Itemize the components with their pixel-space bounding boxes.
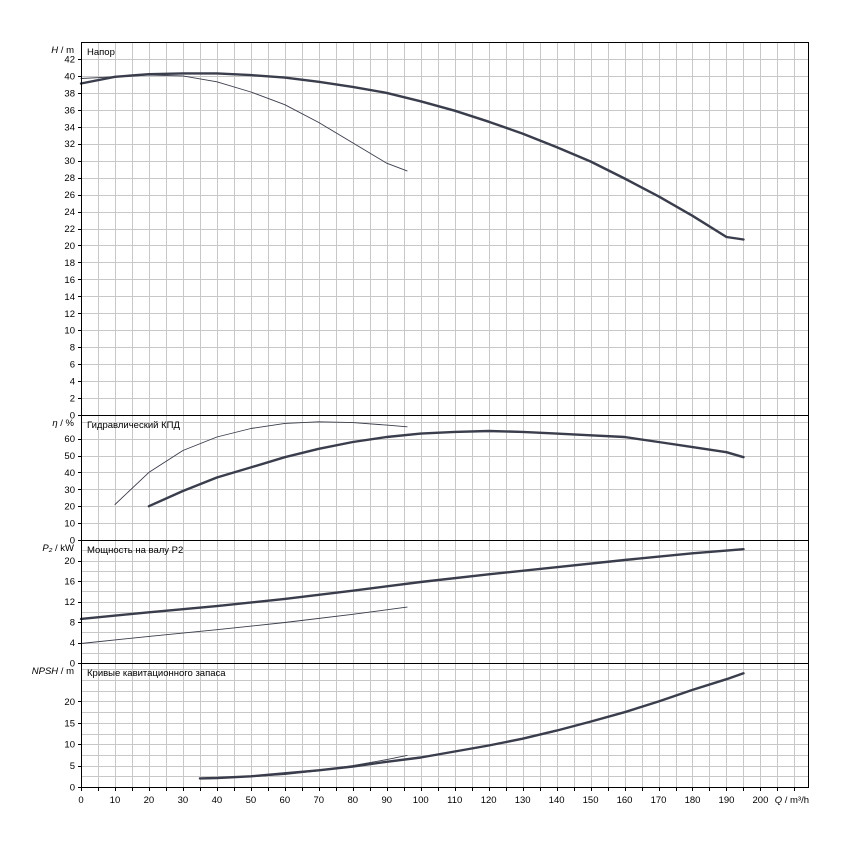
x-tick-label: 10 <box>110 795 121 806</box>
x-tick-label: 170 <box>651 795 667 806</box>
x-tick-label: 0 <box>78 795 83 806</box>
y-tick-label: 42 <box>64 54 75 65</box>
x-tick-label: 140 <box>549 795 565 806</box>
y-tick-label: 30 <box>64 156 75 167</box>
y-tick-label: 60 <box>64 434 75 445</box>
x-tick-label: 60 <box>280 795 291 806</box>
y-tick-label: 24 <box>64 207 75 218</box>
y-tick-label: 16 <box>64 577 75 588</box>
x-tick-label: 50 <box>246 795 257 806</box>
y-tick-label: 20 <box>64 241 75 252</box>
x-axis-unit: / m³/h <box>782 795 809 806</box>
y-tick-label: 4 <box>70 377 75 388</box>
y-tick-label: 6 <box>70 360 75 371</box>
y-tick-label: 50 <box>64 451 75 462</box>
y-tick-label: 14 <box>64 292 75 303</box>
series-line-npsh-thin <box>199 754 408 780</box>
x-axis-label: Q / m³/h <box>775 795 809 806</box>
x-tick-label: 110 <box>447 795 462 806</box>
y-tick-label: 12 <box>64 309 75 320</box>
x-tick-label: 160 <box>617 795 633 806</box>
x-tick-label: 180 <box>685 795 701 806</box>
y-axis-label-npsh: NPSH / m <box>32 666 74 677</box>
panel-title-npsh: Кривые кавитационного запаса <box>87 668 226 679</box>
panel-title-head: Напор <box>87 47 115 58</box>
panel-title-power: Мощность на валу P2 <box>87 545 183 556</box>
y-axis-unit: / m <box>58 666 74 677</box>
series-line-efficiency-thin <box>114 421 408 505</box>
series-line-power-thick <box>79 548 745 621</box>
y-tick-label: 20 <box>64 697 75 708</box>
series-line-head-thin <box>80 74 408 172</box>
y-tick-label: 34 <box>64 122 75 133</box>
panel-head: 024681012141618202224262830323436384042H… <box>51 45 808 422</box>
x-tick-label: 190 <box>719 795 735 806</box>
y-axis-symbol: NPSH <box>32 666 59 677</box>
y-tick-label: 20 <box>64 502 75 513</box>
y-tick-label: 20 <box>64 556 75 567</box>
x-axis-symbol: Q <box>775 795 783 806</box>
y-axis-label-power: P₂ / kW <box>42 543 74 554</box>
series-line-npsh-thick <box>198 672 745 780</box>
y-tick-label: 4 <box>70 638 75 649</box>
panel-efficiency: 0 10 20 30 40 50 60 η / % Гидравлический КПД <box>52 418 808 547</box>
y-tick-label: 8 <box>70 343 75 354</box>
y-tick-label: 0 <box>70 659 75 670</box>
y-tick-label: 18 <box>64 258 75 269</box>
x-tick-label: 150 <box>583 795 599 806</box>
panel-npsh: 0 5 10 15 20 NPSH / m Кривые кавитационного за… <box>32 666 808 794</box>
y-tick-label: 30 <box>64 485 75 496</box>
y-tick-label: 10 <box>64 519 75 530</box>
y-tick-label: 28 <box>64 173 75 184</box>
y-axis-unit: / m <box>58 45 74 56</box>
x-tick-label: 70 <box>314 795 325 806</box>
y-axis-label-efficiency: η / % <box>52 418 74 429</box>
y-tick-label: 0 <box>70 783 75 794</box>
panel-power: 0 4 8 12 16 20 P₂ / kW Мощность на валу P2 <box>42 543 808 670</box>
y-axis-label-head: H / m <box>51 45 74 56</box>
x-axis: 0 10 20 30 40 50 60 70 80 90 100 110 120 130 140 150 160… <box>78 787 809 806</box>
y-tick-label: 12 <box>64 597 75 608</box>
y-tick-label: 16 <box>64 275 75 286</box>
x-tick-label: 90 <box>381 795 392 806</box>
y-axis-unit: / kW <box>52 543 74 554</box>
y-tick-label: 5 <box>70 761 75 772</box>
x-tick-label: 30 <box>178 795 189 806</box>
y-tick-label: 26 <box>64 190 75 201</box>
y-tick-label: 15 <box>64 718 75 729</box>
y-tick-label: 40 <box>64 71 75 82</box>
x-tick-label: 130 <box>515 795 531 806</box>
series-line-power-thin <box>80 606 408 644</box>
y-tick-label: 10 <box>64 326 75 337</box>
series-line-efficiency-thick <box>147 429 745 508</box>
x-tick-label: 80 <box>347 795 358 806</box>
y-tick-label: 0 <box>70 411 75 422</box>
y-tick-label: 0 <box>70 536 75 547</box>
y-axis-symbol: H <box>51 45 58 56</box>
y-axis-symbol: η <box>52 418 57 429</box>
y-tick-label: 8 <box>70 618 75 629</box>
y-axis-unit: / % <box>58 418 75 429</box>
y-tick-label: 22 <box>64 224 75 235</box>
y-tick-label: 2 <box>70 394 75 405</box>
y-tick-label: 10 <box>64 740 75 751</box>
panel-title-efficiency: Гидравлический КПД <box>87 420 180 431</box>
x-tick-label: 120 <box>481 795 497 806</box>
y-tick-label: 38 <box>64 88 75 99</box>
y-tick-label: 40 <box>64 468 75 479</box>
series-line-head-thick <box>79 72 745 241</box>
x-tick-label: 40 <box>212 795 223 806</box>
x-tick-label: 100 <box>413 795 429 806</box>
x-tick-label: 200 <box>753 795 769 806</box>
x-tick-label: 20 <box>144 795 155 806</box>
y-tick-label: 36 <box>64 105 75 116</box>
y-tick-label: 32 <box>64 139 75 150</box>
y-axis-symbol: P₂ <box>42 543 52 554</box>
